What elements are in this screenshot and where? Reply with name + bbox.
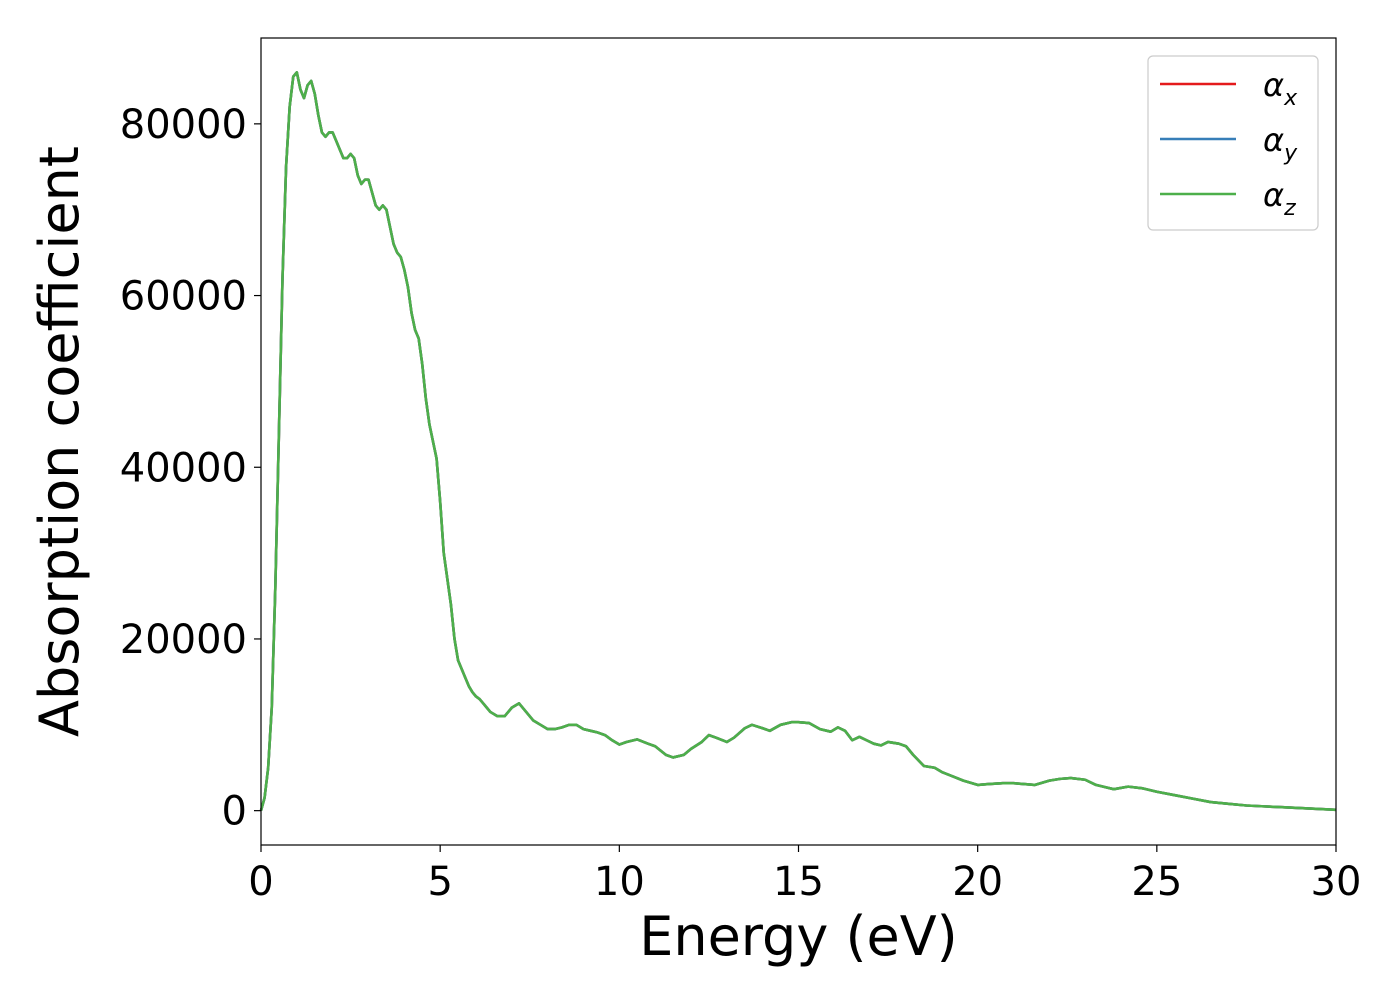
series-layer [259,71,1337,812]
series-line-z [259,71,1337,812]
y-axis-ticks: 0 20000 40000 60000 80000 [120,102,261,835]
y-tick-label: 0 [222,789,247,835]
x-tick-label: 25 [1131,859,1182,905]
x-axis-label: Energy (eV) [639,905,958,968]
y-tick-label: 40000 [120,445,247,491]
x-tick-label: 30 [1311,859,1362,905]
y-tick-label: 20000 [120,617,247,663]
x-axis-ticks: 0 5 10 15 20 25 30 [248,845,1361,905]
legend-box [1147,55,1319,231]
y-tick-label: 60000 [120,274,247,320]
x-tick-label: 20 [952,859,1003,905]
y-axis-label: Absorption coefficient [28,146,91,737]
x-tick-label: 15 [773,859,824,905]
x-tick-label: 0 [248,859,273,905]
x-tick-label: 10 [594,859,645,905]
legend-label-x: αx [1263,66,1298,111]
x-tick-label: 5 [427,859,452,905]
y-tick-label: 80000 [120,102,247,148]
